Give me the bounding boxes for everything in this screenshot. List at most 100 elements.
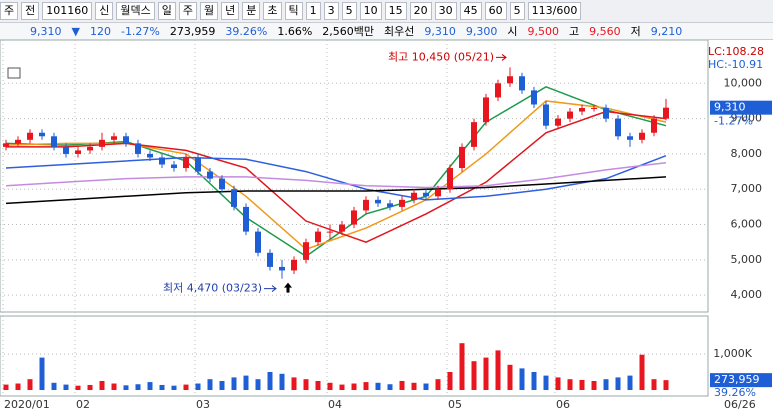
volume-bar	[615, 377, 621, 390]
volume-bar	[231, 377, 237, 390]
info-item: 120	[89, 24, 111, 38]
moving-average	[5, 176, 667, 205]
toolbar-item[interactable]: 년	[221, 2, 240, 20]
candle-body	[267, 252, 273, 267]
candle-body	[183, 157, 189, 169]
volume-panel	[0, 315, 709, 397]
volume-bar	[51, 382, 57, 390]
info-item: 시	[507, 25, 518, 38]
toolbar-item[interactable]: 10	[359, 2, 382, 20]
info-bar: 9,310 ▼ 120 -1.27% 273,959 39.26% 1.66% 2,560백만…	[0, 23, 773, 40]
candle-body	[147, 153, 153, 158]
volume-bar	[123, 385, 129, 390]
volume-bar	[195, 383, 201, 390]
candle-body	[3, 143, 9, 147]
volume-bar	[435, 379, 441, 390]
volume-bar	[483, 357, 489, 390]
moving-average	[5, 86, 667, 258]
chart: 4,000 5,000 6,000 7,000 8,000 9,000 10,000 1,00…	[0, 40, 772, 411]
info-item: 고	[569, 25, 580, 38]
candle-body	[75, 150, 81, 154]
volume-bar	[543, 375, 549, 390]
volume-bar	[387, 384, 393, 390]
info-item: -1.27%	[120, 24, 160, 38]
moving-average	[6, 110, 667, 244]
volume-ratio: 39.26%	[714, 386, 756, 399]
candle-body	[195, 157, 201, 172]
candle-body	[111, 136, 117, 140]
candle-body	[579, 108, 585, 112]
toolbar-item[interactable]: 분	[242, 2, 261, 20]
volume-bar	[111, 383, 117, 390]
toolbar-item[interactable]: 전	[21, 2, 40, 20]
candle-body	[495, 83, 501, 98]
info-item: 273,959	[169, 24, 216, 38]
candle-body	[459, 146, 465, 169]
candle-body	[531, 90, 537, 105]
candle-body	[627, 136, 633, 140]
volume-bar	[411, 382, 417, 390]
toolbar-item[interactable]: 신	[95, 2, 114, 20]
current-price-box	[710, 100, 772, 115]
toolbar-item[interactable]: 1	[305, 2, 321, 20]
candle-body	[651, 118, 657, 133]
volume-bar	[627, 375, 633, 390]
candle-body	[483, 97, 489, 123]
candle-body	[327, 231, 333, 233]
candle-body	[615, 118, 621, 137]
volume-bar	[75, 385, 81, 390]
toolbar-item[interactable]: 20	[409, 2, 432, 20]
volume-bar	[471, 361, 477, 390]
toolbar-item[interactable]: 3	[323, 2, 339, 20]
toolbar-item[interactable]: 일	[157, 2, 176, 20]
toolbar-item[interactable]: 15	[384, 2, 407, 20]
toolbar-item[interactable]: 30	[434, 2, 457, 20]
panel-icon	[7, 67, 21, 79]
volume-bar	[291, 377, 297, 390]
volume-bar	[447, 372, 453, 390]
toolbar-item[interactable]: 주	[178, 2, 197, 20]
volume-bar	[651, 379, 657, 390]
candle-body	[123, 136, 129, 144]
candle-body	[351, 210, 357, 225]
candle-body	[663, 107, 669, 119]
volume-bar	[579, 379, 585, 390]
volume-bar	[3, 384, 9, 390]
candle-body	[507, 76, 513, 84]
hc-label: HC:-10.91	[708, 58, 763, 71]
toolbar-item[interactable]: 5	[341, 2, 357, 20]
candle-body	[159, 157, 165, 165]
current-volume-box	[710, 373, 772, 388]
candle-body	[15, 139, 21, 144]
candle-body	[411, 192, 417, 200]
y-tick-label: 5,000	[731, 253, 763, 266]
volume-bar	[351, 383, 357, 390]
candle-body	[87, 146, 93, 151]
candle-body	[543, 104, 549, 126]
volume-bar	[327, 382, 333, 390]
moving-average	[5, 162, 667, 189]
y-tick-label: 1,000K	[713, 347, 752, 360]
toolbar-item[interactable]: 45	[459, 2, 482, 20]
toolbar-item[interactable]: 월	[200, 2, 219, 20]
info-item: 최우선	[384, 25, 415, 38]
candle-body	[51, 136, 57, 147]
toolbar-item[interactable]: 초	[263, 2, 282, 20]
toolbar-item[interactable]: 주	[0, 2, 19, 20]
annotation-low: 최저 4,470 (03/23)	[163, 282, 262, 295]
volume-bar	[267, 372, 273, 390]
annotation-high: 최고 10,450 (05/21)	[388, 50, 494, 63]
candle-body	[255, 231, 261, 253]
toolbar-item[interactable]: 60	[484, 2, 507, 20]
toolbar-item[interactable]: 틱	[284, 2, 303, 20]
candle-body	[447, 168, 453, 190]
candle-body	[423, 192, 429, 197]
toolbar-item[interactable]: 월덱스	[116, 2, 155, 20]
toolbar-item[interactable]: 113/600	[527, 2, 582, 20]
toolbar-item[interactable]: 101160	[42, 2, 93, 20]
toolbar-item[interactable]: 5	[509, 2, 525, 20]
candle-body	[243, 206, 249, 232]
candle-body	[519, 76, 525, 91]
volume-bar	[135, 384, 141, 390]
info-item: 9,500	[527, 24, 560, 38]
